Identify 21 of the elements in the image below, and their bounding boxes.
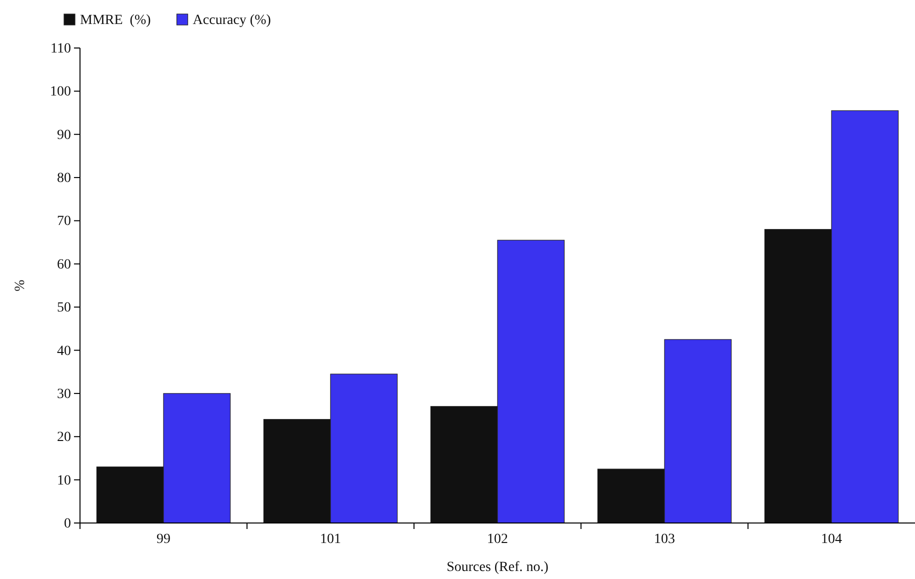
legend-label: MMRE (%) bbox=[80, 13, 152, 28]
y-tick-label: 80 bbox=[57, 171, 71, 186]
y-tick-label: 100 bbox=[50, 84, 71, 100]
legend-label: Accuracy (%) bbox=[192, 13, 272, 28]
y-tick-label: 70 bbox=[57, 214, 71, 230]
x-tick-label: 101 bbox=[320, 532, 341, 547]
y-axis-title: % bbox=[13, 279, 28, 292]
y-tick-label: 90 bbox=[57, 128, 71, 143]
y-tick-label: 10 bbox=[57, 473, 71, 488]
x-tick-label: 102 bbox=[487, 532, 508, 547]
y-tick-label: 30 bbox=[57, 386, 71, 402]
x-tick-label: 103 bbox=[654, 532, 675, 547]
x-tick-label: 99 bbox=[156, 532, 170, 547]
x-axis-title: Sources (Ref. no.) bbox=[446, 560, 549, 575]
y-tick-label: 60 bbox=[57, 257, 71, 272]
y-tick-label: 50 bbox=[57, 300, 71, 316]
y-tick-label: 20 bbox=[57, 430, 71, 446]
y-tick-label: 110 bbox=[50, 41, 71, 56]
x-tick-label: 104 bbox=[821, 532, 842, 547]
y-tick-label: 0 bbox=[64, 516, 71, 532]
y-tick-label: 40 bbox=[57, 344, 71, 359]
